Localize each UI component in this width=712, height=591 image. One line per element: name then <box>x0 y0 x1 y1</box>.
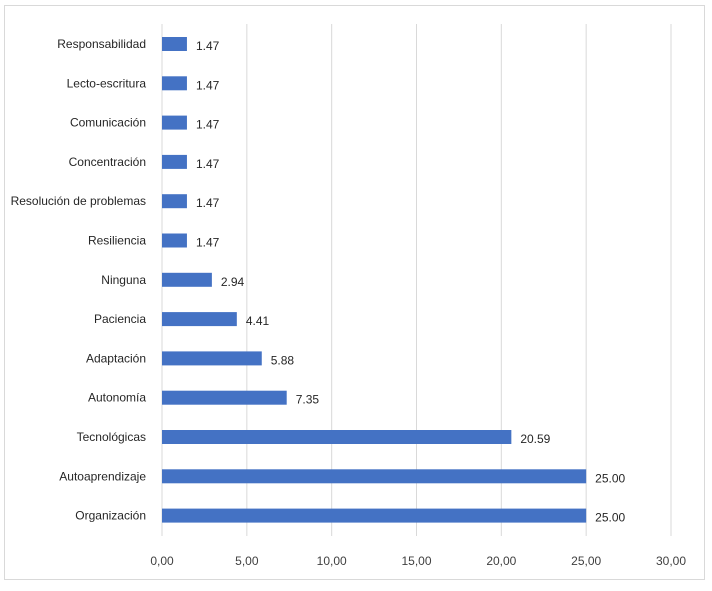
category-label: Resolución de problemas <box>11 194 146 208</box>
data-label: 7.35 <box>296 393 320 407</box>
category-label: Concentración <box>69 155 146 169</box>
bar <box>162 508 587 523</box>
category-label: Comunicación <box>70 116 146 130</box>
x-tick-label: 0,00 <box>150 554 174 568</box>
x-tick-label: 30,00 <box>656 554 686 568</box>
data-label: 25.00 <box>595 471 625 485</box>
bar <box>162 469 587 484</box>
data-label: 1.47 <box>196 78 220 92</box>
bar <box>162 37 187 51</box>
data-label: 1.47 <box>196 236 220 250</box>
bars <box>162 37 587 523</box>
bar <box>162 154 187 169</box>
x-tick-label: 5,00 <box>235 554 259 568</box>
bar <box>162 430 512 444</box>
bar <box>162 272 212 287</box>
bar-chart: Responsabilidad Lecto-escritura Comunicaci… <box>11 24 686 568</box>
bar <box>162 312 237 327</box>
data-label: 5.88 <box>271 353 295 367</box>
category-labels: Responsabilidad Lecto-escritura Comunicaci… <box>11 37 147 523</box>
data-label: 20.59 <box>520 432 550 446</box>
value-labels: 1.47 1.47 1.47 1.47 1.47 1.47 2.94 4.41 5.88 7.35… <box>196 39 626 525</box>
x-tick-labels: 0,00 5,00 10,00 15,00 20,00 25,00 30,00 <box>150 554 686 568</box>
category-label: Paciencia <box>94 312 146 326</box>
category-label: Adaptación <box>86 351 146 365</box>
chart-frame: Responsabilidad Lecto-escritura Comunicaci… <box>4 5 705 580</box>
category-label: Autoaprendizaje <box>59 469 146 483</box>
data-label: 1.47 <box>196 196 220 210</box>
category-label: Ninguna <box>101 273 146 287</box>
x-tick-label: 10,00 <box>317 554 347 568</box>
data-label: 1.47 <box>196 118 220 132</box>
bar <box>162 351 262 366</box>
category-label: Resiliencia <box>88 234 146 248</box>
data-label: 4.41 <box>246 314 270 328</box>
data-label: 2.94 <box>221 275 245 289</box>
bar <box>162 390 287 405</box>
data-label: 1.47 <box>196 157 220 171</box>
x-tick-label: 15,00 <box>401 554 431 568</box>
data-label: 1.47 <box>196 39 220 53</box>
category-label: Autonomía <box>88 391 146 405</box>
bar <box>162 115 187 130</box>
gridlines <box>161 24 672 536</box>
x-tick-label: 25,00 <box>571 554 601 568</box>
category-label: Lecto-escritura <box>67 76 147 90</box>
category-label: Tecnológicas <box>77 430 146 444</box>
x-tick-label: 20,00 <box>486 554 516 568</box>
category-label: Organización <box>75 509 146 523</box>
category-label: Responsabilidad <box>57 37 146 51</box>
bar <box>162 194 187 209</box>
bar <box>162 233 187 248</box>
data-label: 25.00 <box>595 511 625 525</box>
bar <box>162 76 187 91</box>
